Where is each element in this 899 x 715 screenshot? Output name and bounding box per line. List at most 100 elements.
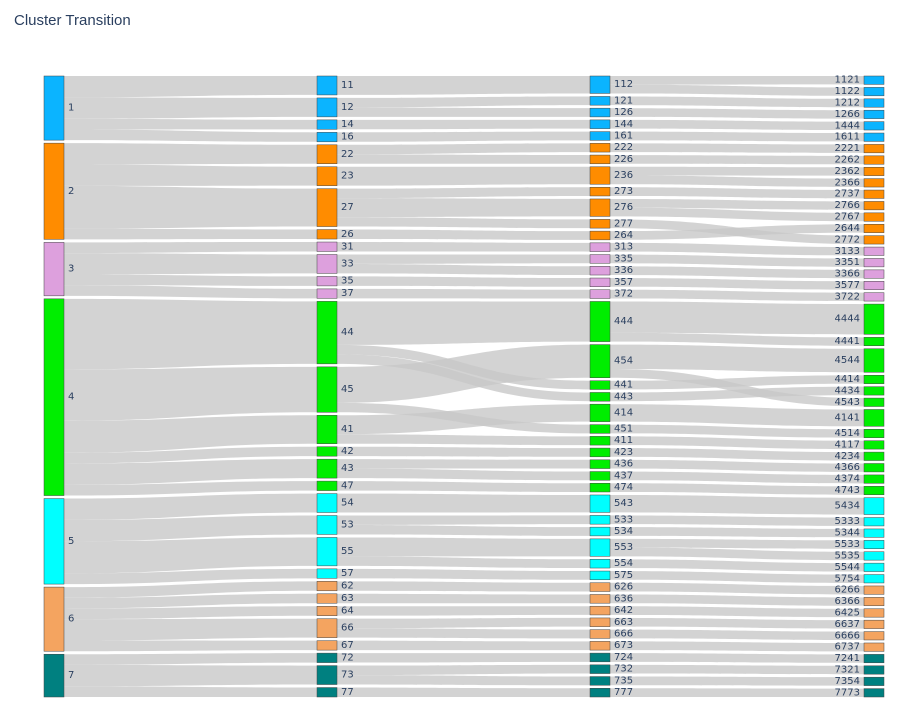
- link-57-575[interactable]: [337, 568, 590, 580]
- node-2737[interactable]: [863, 189, 885, 199]
- link-2-27[interactable]: [64, 185, 317, 229]
- link-6-62[interactable]: [64, 581, 317, 598]
- link-161-1611[interactable]: [610, 131, 864, 142]
- node-3722[interactable]: [863, 292, 885, 302]
- node-436[interactable]: [589, 459, 611, 469]
- node-735[interactable]: [589, 676, 611, 686]
- link-222-2221[interactable]: [610, 143, 864, 153]
- node-2644[interactable]: [863, 224, 885, 233]
- node-411[interactable]: [589, 436, 611, 446]
- node-121[interactable]: [589, 96, 611, 106]
- node-44[interactable]: [316, 301, 338, 365]
- node-4544[interactable]: [863, 348, 885, 373]
- node-43[interactable]: [316, 458, 338, 479]
- node-5[interactable]: [43, 498, 65, 585]
- link-53-534[interactable]: [337, 524, 590, 536]
- node-6737[interactable]: [863, 642, 885, 652]
- link-53-533[interactable]: [337, 515, 590, 525]
- node-54[interactable]: [316, 493, 338, 513]
- link-73-732[interactable]: [337, 664, 590, 676]
- node-414[interactable]: [589, 403, 611, 422]
- node-62[interactable]: [316, 581, 338, 592]
- node-3133[interactable]: [863, 246, 885, 256]
- node-5533[interactable]: [863, 540, 885, 549]
- link-626-6266[interactable]: [610, 582, 864, 595]
- link-33-335[interactable]: [337, 254, 590, 264]
- node-1122[interactable]: [863, 87, 885, 97]
- node-42[interactable]: [316, 446, 338, 457]
- link-4-47[interactable]: [64, 481, 317, 496]
- link-276-2766[interactable]: [610, 198, 864, 210]
- link-2-22[interactable]: [64, 143, 317, 165]
- node-553[interactable]: [589, 538, 611, 557]
- link-14-144[interactable]: [337, 119, 590, 130]
- node-777[interactable]: [589, 688, 611, 698]
- link-2-26[interactable]: [64, 228, 317, 240]
- link-1-12[interactable]: [64, 97, 317, 119]
- link-7-72[interactable]: [64, 653, 317, 665]
- link-11-112[interactable]: [337, 76, 590, 95]
- link-554-5544[interactable]: [610, 559, 864, 572]
- link-1-14[interactable]: [64, 118, 317, 130]
- link-12-126[interactable]: [337, 107, 590, 117]
- link-444-4444[interactable]: [610, 301, 864, 335]
- node-41[interactable]: [316, 415, 338, 444]
- node-33[interactable]: [316, 254, 338, 274]
- link-4-43[interactable]: [64, 459, 317, 485]
- link-357-3577[interactable]: [610, 278, 864, 290]
- node-3577[interactable]: [863, 281, 885, 290]
- link-73-735[interactable]: [337, 675, 590, 686]
- link-436-4366[interactable]: [610, 459, 864, 472]
- link-31-313[interactable]: [337, 242, 590, 252]
- link-777-7773[interactable]: [610, 688, 864, 697]
- link-543-5434[interactable]: [610, 494, 864, 515]
- link-6-63[interactable]: [64, 593, 317, 609]
- node-64[interactable]: [316, 606, 338, 616]
- node-2767[interactable]: [863, 212, 885, 222]
- link-414-4141[interactable]: [610, 404, 864, 427]
- node-5754[interactable]: [863, 574, 885, 584]
- link-3-33[interactable]: [64, 253, 317, 275]
- node-144[interactable]: [589, 119, 611, 129]
- link-22-226[interactable]: [337, 154, 590, 164]
- node-55[interactable]: [316, 537, 338, 567]
- node-444[interactable]: [589, 301, 611, 342]
- node-37[interactable]: [316, 288, 338, 299]
- node-5535[interactable]: [863, 551, 885, 561]
- link-55-553[interactable]: [337, 537, 590, 557]
- link-7-73[interactable]: [64, 664, 317, 687]
- link-3-31[interactable]: [64, 242, 317, 254]
- link-277-2772[interactable]: [610, 219, 864, 245]
- node-4117[interactable]: [863, 440, 885, 450]
- node-474[interactable]: [589, 483, 611, 493]
- link-43-436[interactable]: [337, 459, 590, 469]
- link-666-6666[interactable]: [610, 629, 864, 640]
- node-4414[interactable]: [863, 375, 885, 384]
- node-2362[interactable]: [863, 166, 885, 176]
- node-6266[interactable]: [863, 585, 885, 595]
- node-7241[interactable]: [863, 654, 885, 664]
- node-1611[interactable]: [863, 132, 885, 142]
- link-44-444[interactable]: [337, 301, 590, 345]
- link-6-66[interactable]: [64, 618, 317, 641]
- node-4514[interactable]: [863, 429, 885, 438]
- node-335[interactable]: [589, 254, 611, 264]
- node-264[interactable]: [589, 230, 611, 241]
- node-226[interactable]: [589, 154, 611, 165]
- link-663-6637[interactable]: [610, 617, 864, 629]
- node-533[interactable]: [589, 515, 611, 525]
- node-1121[interactable]: [863, 75, 885, 85]
- link-35-357[interactable]: [337, 276, 590, 287]
- link-5-53[interactable]: [64, 515, 317, 542]
- node-7354[interactable]: [863, 676, 885, 686]
- node-2772[interactable]: [863, 235, 885, 245]
- link-112-1121[interactable]: [610, 76, 864, 85]
- link-236-2366[interactable]: [610, 175, 864, 188]
- node-57[interactable]: [316, 568, 338, 579]
- link-37-372[interactable]: [337, 288, 590, 299]
- link-454-4543[interactable]: [610, 369, 864, 407]
- node-357[interactable]: [589, 277, 611, 287]
- node-663[interactable]: [589, 617, 611, 627]
- link-336-3366[interactable]: [610, 266, 864, 279]
- node-554[interactable]: [589, 559, 611, 569]
